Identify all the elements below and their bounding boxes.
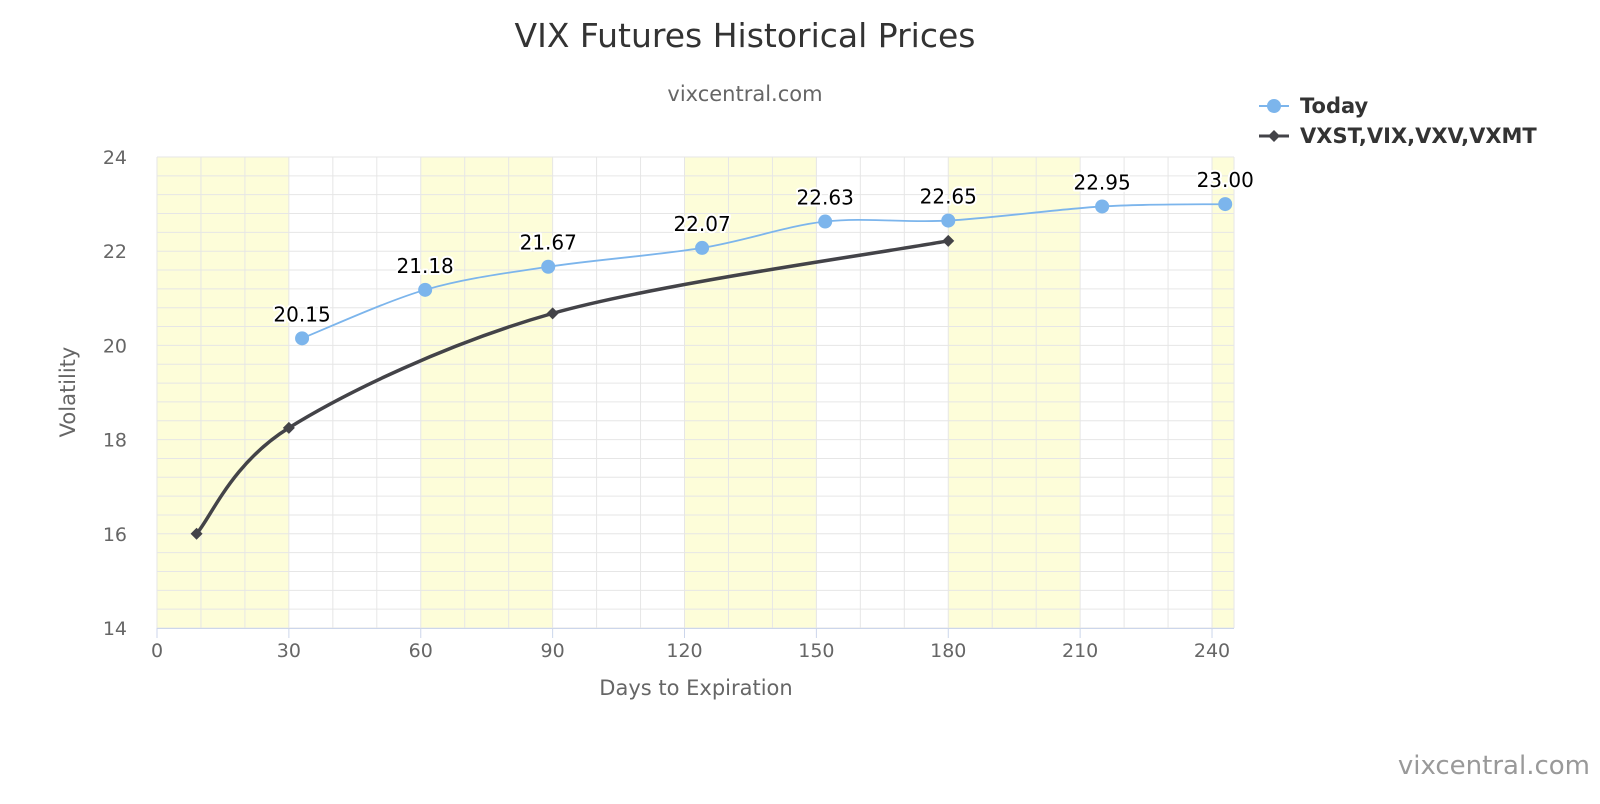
x-tick-label: 180	[930, 640, 966, 662]
x-tick-label: 120	[666, 640, 702, 662]
series-line-0	[301, 203, 1227, 340]
x-tick-label: 30	[277, 640, 301, 662]
shaded-band-4	[1212, 157, 1234, 628]
data-label-1: 21.18	[397, 254, 454, 278]
point-today-0	[295, 331, 310, 346]
data-label-4: 22.63	[797, 186, 854, 210]
data-label-0: 20.15	[273, 302, 330, 326]
legend-label: Today	[1300, 94, 1369, 118]
point-diamond-2	[546, 307, 559, 320]
point-today-1	[418, 282, 433, 297]
point-diamond-1	[282, 421, 295, 434]
axes: 0 30 60 90 120 150 180 210 240 14 16 18 20 22 24	[103, 147, 1234, 662]
y-tick-label: 20	[103, 335, 127, 357]
y-tick-label: 22	[103, 241, 127, 263]
shaded-bands	[157, 157, 1234, 628]
data-label-7: 23.00	[1197, 168, 1254, 192]
x-tick-label: 150	[798, 640, 834, 662]
x-tick-label: 240	[1194, 640, 1230, 662]
chart-subtitle: vixcentral.com	[667, 82, 822, 106]
y-tick-label: 18	[103, 430, 127, 452]
y-tick-label: 24	[103, 147, 127, 169]
legend-item-1[interactable]: VXST,VIX,VXV,VXMT	[1259, 124, 1537, 148]
series-line-1	[194, 239, 951, 536]
shaded-band-0	[157, 157, 289, 628]
legend-label: VXST,VIX,VXV,VXMT	[1300, 124, 1537, 148]
point-today-3	[695, 240, 710, 255]
x-tick-label: 60	[409, 640, 433, 662]
point-today-5	[941, 213, 956, 228]
point-today-4	[818, 214, 833, 229]
shaded-band-3	[948, 157, 1081, 628]
data-label-5: 22.65	[920, 185, 977, 209]
point-diamond-0	[190, 527, 203, 540]
data-label-3: 22.07	[673, 212, 730, 236]
data-label-2: 21.67	[520, 231, 577, 255]
shaded-band-1	[420, 157, 553, 628]
data-label-6: 22.95	[1073, 170, 1130, 194]
y-tick-label: 16	[103, 524, 127, 546]
legend[interactable]: Today VXST,VIX,VXV,VXMT	[1259, 94, 1537, 148]
point-today-7	[1218, 197, 1233, 212]
shaded-band-2	[684, 157, 817, 628]
x-tick-label: 210	[1062, 640, 1098, 662]
credit-text[interactable]: vixcentral.com	[1398, 751, 1590, 781]
y-axis-title: Volatility	[56, 347, 80, 438]
x-axis-title: Days to Expiration	[599, 676, 792, 700]
legend-circle-icon	[1267, 99, 1281, 113]
point-today-2	[541, 259, 556, 274]
x-tick-label: 0	[151, 640, 163, 662]
chart-title: VIX Futures Historical Prices	[515, 16, 976, 55]
point-today-6	[1095, 199, 1110, 214]
series-layer	[190, 197, 1233, 540]
data-labels: 20.15 21.18 21.67 22.07 22.63 22.65 22.95 23.00	[271, 166, 1255, 328]
legend-item-0[interactable]: Today	[1259, 94, 1369, 118]
y-tick-label: 14	[103, 618, 127, 640]
x-tick-label: 90	[541, 640, 565, 662]
legend-diamond-icon	[1268, 130, 1280, 142]
point-diamond-3	[942, 234, 955, 247]
